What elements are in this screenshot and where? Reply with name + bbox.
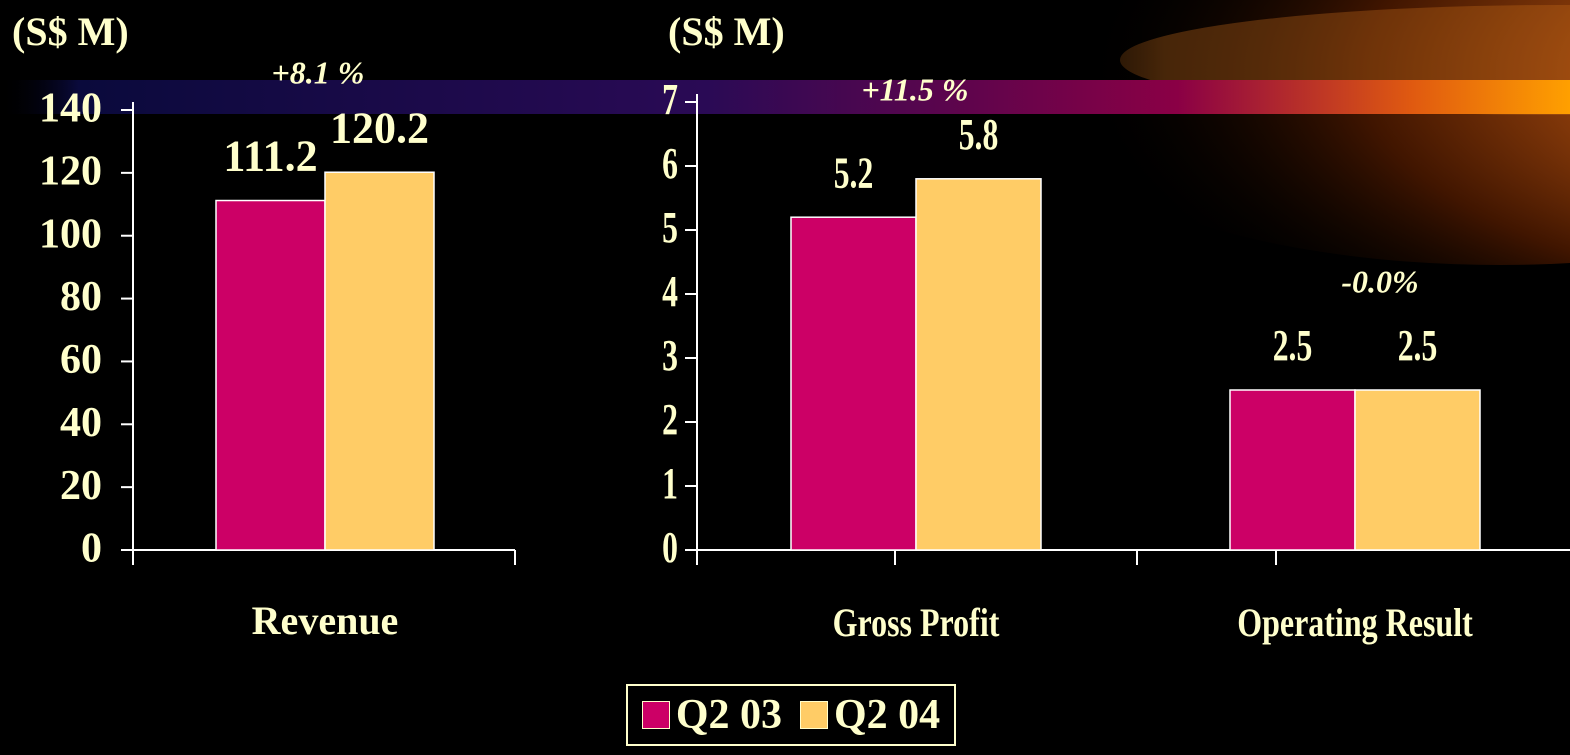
- y-tick-label: 140: [39, 86, 102, 132]
- y-tick-label: 6: [662, 140, 678, 188]
- y-tick-label: 120: [39, 148, 102, 194]
- y-tick-label: 60: [60, 337, 102, 383]
- bar-q2-03: [1229, 389, 1356, 551]
- bar-q2-03: [215, 199, 326, 551]
- y-tick-label: 7: [662, 76, 678, 124]
- y-axis-unit-label-right: (S$ M): [668, 9, 785, 54]
- x-category-label: Gross Profit: [833, 601, 1000, 645]
- change-annotation: -0.0%: [1341, 263, 1418, 299]
- legend-label-q2-03: Q2 03: [675, 692, 782, 738]
- bar-value-label: 2.5: [1273, 322, 1313, 370]
- bar-q2-03: [790, 216, 917, 551]
- bar-q2-04: [915, 178, 1042, 551]
- banner-decoration: [0, 80, 1570, 114]
- y-tick-label: 3: [662, 332, 678, 380]
- legend-item-q2-03: Q2 03: [641, 691, 782, 739]
- bar-value-label: 5.8: [959, 111, 999, 159]
- chart-layer: 020406080100120140111.2120.2Revenue+8.1 …: [39, 54, 1570, 645]
- bar-q2-04: [324, 171, 435, 551]
- change-annotation: +8.1 %: [272, 54, 365, 90]
- bar-value-label: 5.2: [834, 149, 874, 197]
- legend-swatch-q2-03: [641, 701, 670, 729]
- y-tick-label: 100: [39, 211, 102, 257]
- y-tick-label: 20: [60, 463, 102, 509]
- x-category-label: Operating Result: [1237, 601, 1473, 645]
- legend-item-q2-04: Q2 04: [800, 691, 940, 739]
- y-tick-label: 1: [662, 460, 678, 508]
- legend-swatch-q2-04: [800, 701, 828, 729]
- y-tick-label: 2: [662, 396, 678, 444]
- y-tick-label: 0: [662, 524, 678, 572]
- bar-q2-04: [1354, 389, 1481, 551]
- y-tick-label: 4: [662, 268, 678, 316]
- y-tick-label: 80: [60, 274, 102, 320]
- y-tick-label: 5: [662, 204, 678, 252]
- y-tick-label: 0: [81, 526, 102, 572]
- y-tick-label: 40: [60, 400, 102, 446]
- x-category-label: Revenue: [252, 598, 399, 643]
- bar-value-label: 120.2: [330, 103, 429, 152]
- chart-legend: Q2 03 Q2 04: [626, 684, 956, 746]
- bar-value-label: 2.5: [1398, 322, 1438, 370]
- legend-label-q2-04: Q2 04: [834, 692, 941, 738]
- change-annotation: +11.5 %: [861, 71, 968, 107]
- bar-value-label: 111.2: [223, 132, 317, 181]
- swoosh-fade: [1030, 0, 1570, 270]
- background-decoration: [0, 0, 1570, 270]
- y-axis-unit-label-left: (S$ M): [12, 9, 129, 54]
